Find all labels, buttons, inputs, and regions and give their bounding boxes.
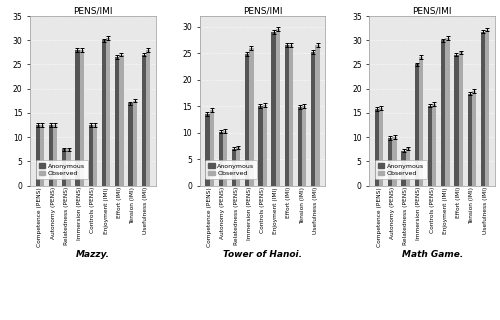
Bar xyxy=(272,32,276,186)
Bar xyxy=(245,54,250,186)
Bar xyxy=(223,131,227,186)
Bar xyxy=(419,57,423,186)
Bar xyxy=(481,31,485,186)
Bar xyxy=(380,108,384,186)
Bar xyxy=(250,48,254,186)
Bar xyxy=(446,38,450,186)
Bar xyxy=(132,101,136,186)
Legend: Anonymous, Observed: Anonymous, Observed xyxy=(375,160,427,179)
Bar xyxy=(472,91,476,186)
Bar xyxy=(262,105,266,186)
Bar xyxy=(76,50,80,186)
Bar xyxy=(53,125,58,186)
X-axis label: Mazzy.: Mazzy. xyxy=(76,250,110,259)
Bar xyxy=(115,57,119,186)
Bar xyxy=(414,64,419,186)
Bar xyxy=(276,29,280,186)
Bar xyxy=(468,93,472,186)
Bar xyxy=(402,151,406,186)
Bar xyxy=(218,132,223,186)
Bar xyxy=(142,55,146,186)
Bar xyxy=(428,106,432,186)
Bar xyxy=(120,55,124,186)
Bar xyxy=(302,106,306,186)
Legend: Anonymous, Observed: Anonymous, Observed xyxy=(36,160,88,179)
Bar xyxy=(485,29,490,186)
X-axis label: Math Game.: Math Game. xyxy=(402,250,463,259)
Bar xyxy=(284,45,289,186)
Bar xyxy=(375,109,380,186)
Bar xyxy=(316,45,320,186)
Bar xyxy=(88,125,93,186)
Bar xyxy=(128,103,132,186)
Bar xyxy=(49,125,53,186)
Bar xyxy=(406,148,410,186)
Title: PENS/IMI: PENS/IMI xyxy=(73,6,112,15)
Bar xyxy=(66,149,70,186)
Bar xyxy=(146,50,150,186)
Bar xyxy=(388,138,392,186)
X-axis label: Tower of Hanoi.: Tower of Hanoi. xyxy=(223,250,302,259)
Bar xyxy=(62,149,66,186)
Bar xyxy=(106,38,110,186)
Title: PENS/IMI: PENS/IMI xyxy=(412,6,452,15)
Bar xyxy=(432,104,436,186)
Bar xyxy=(80,50,84,186)
Bar xyxy=(210,110,214,186)
Bar xyxy=(102,40,106,186)
Bar xyxy=(454,55,458,186)
Bar xyxy=(298,107,302,186)
Bar xyxy=(36,125,40,186)
Bar xyxy=(232,148,236,186)
Title: PENS/IMI: PENS/IMI xyxy=(243,6,282,15)
Bar xyxy=(458,52,463,186)
Bar xyxy=(441,40,446,186)
Bar xyxy=(311,52,316,186)
Bar xyxy=(40,125,44,186)
Bar xyxy=(236,148,240,186)
Bar xyxy=(392,137,396,186)
Bar xyxy=(258,106,262,186)
Bar xyxy=(206,114,210,186)
Legend: Anonymous, Observed: Anonymous, Observed xyxy=(206,160,258,179)
Bar xyxy=(289,45,293,186)
Bar xyxy=(93,125,97,186)
